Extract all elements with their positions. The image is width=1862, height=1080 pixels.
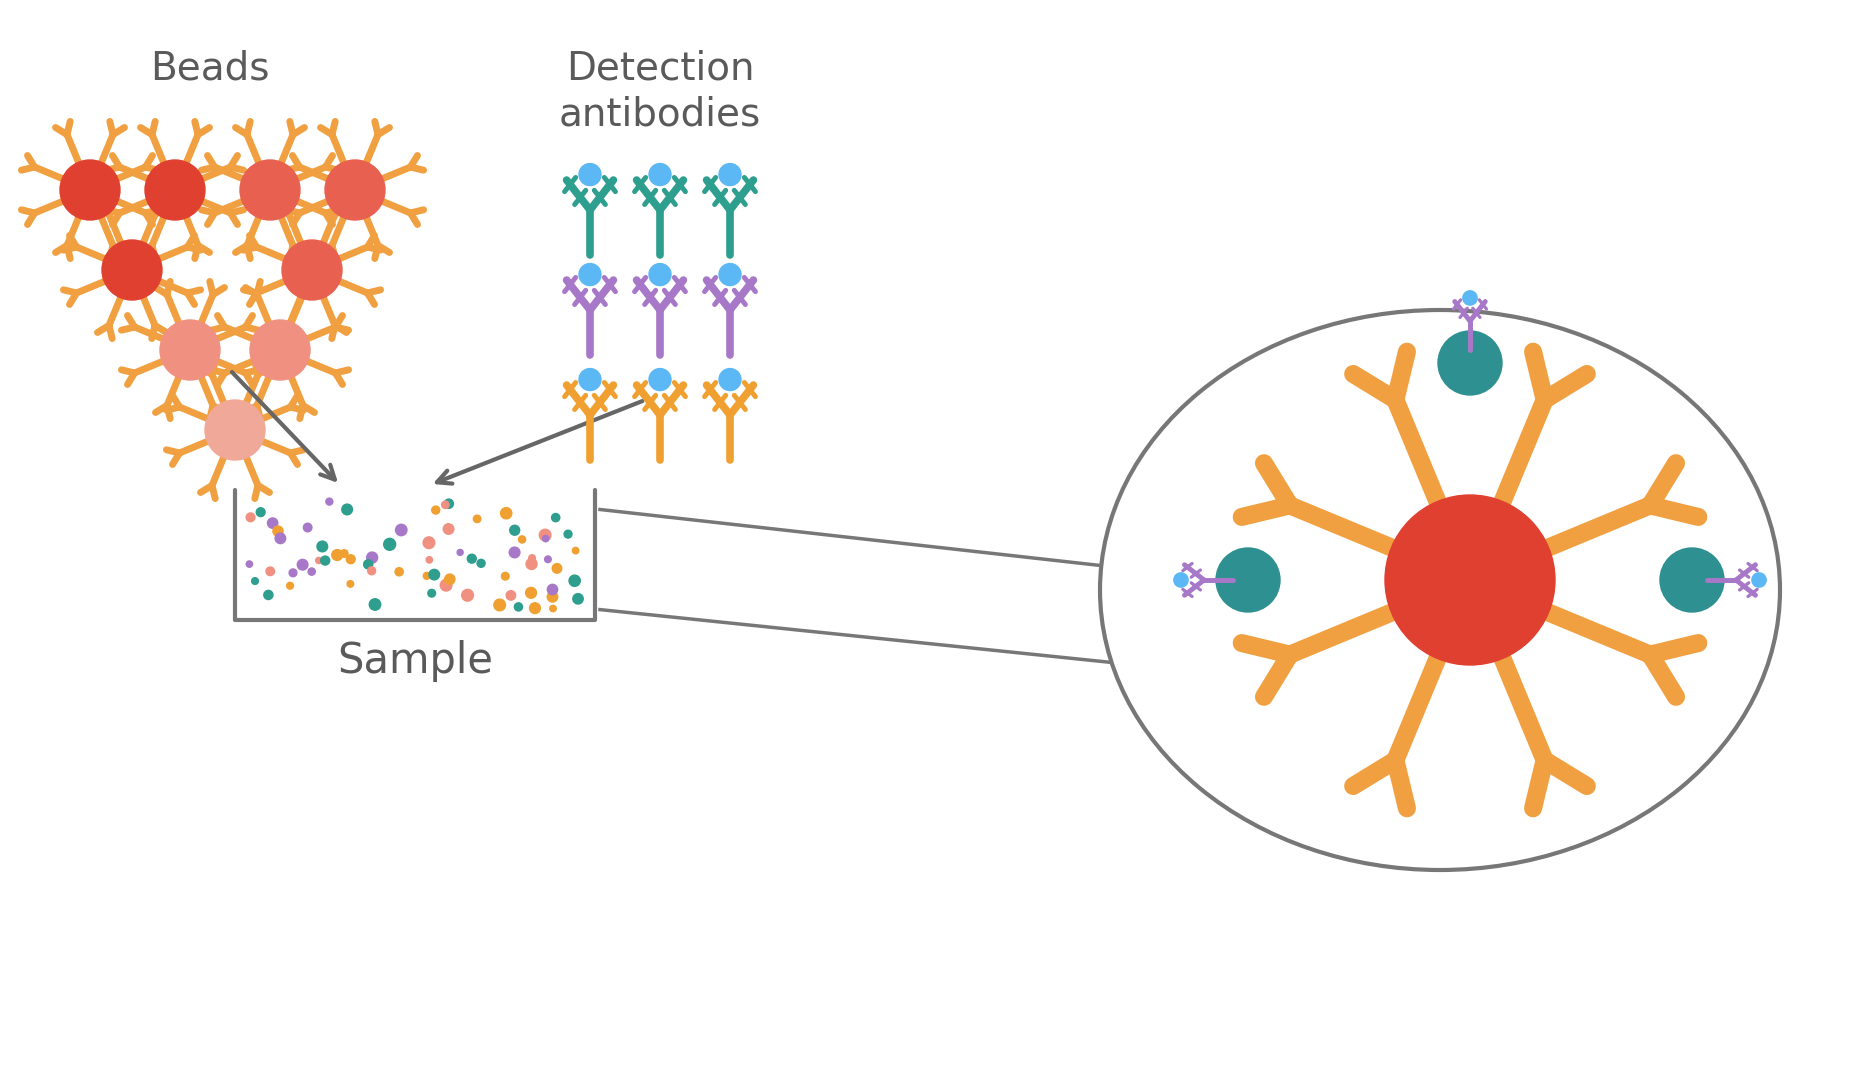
Circle shape (320, 556, 330, 565)
Circle shape (1661, 548, 1724, 612)
Circle shape (289, 569, 296, 577)
Text: Detection
antibodies: Detection antibodies (559, 50, 762, 134)
Circle shape (501, 572, 508, 580)
Circle shape (650, 368, 670, 391)
Circle shape (573, 594, 583, 604)
Circle shape (160, 320, 220, 380)
Circle shape (514, 603, 523, 611)
Circle shape (493, 599, 505, 611)
Circle shape (395, 568, 404, 576)
Circle shape (529, 603, 540, 613)
Circle shape (287, 582, 294, 589)
Circle shape (553, 564, 562, 573)
Circle shape (363, 559, 372, 569)
Circle shape (246, 513, 255, 522)
Circle shape (501, 508, 512, 518)
Circle shape (477, 559, 486, 567)
Text: Beads: Beads (151, 50, 270, 87)
Circle shape (572, 548, 579, 554)
Circle shape (423, 537, 434, 549)
Circle shape (307, 568, 315, 576)
Circle shape (326, 160, 385, 220)
Circle shape (367, 552, 378, 563)
Circle shape (529, 555, 536, 562)
Circle shape (60, 160, 119, 220)
Circle shape (547, 592, 559, 602)
Circle shape (298, 559, 307, 570)
Circle shape (579, 368, 601, 391)
Circle shape (304, 523, 313, 531)
Circle shape (317, 557, 322, 564)
Circle shape (384, 538, 395, 551)
Circle shape (467, 554, 477, 563)
Circle shape (266, 567, 274, 576)
Circle shape (1216, 548, 1279, 612)
Circle shape (547, 584, 557, 595)
Circle shape (542, 536, 549, 542)
Circle shape (458, 550, 464, 555)
Circle shape (443, 524, 454, 535)
Circle shape (240, 160, 300, 220)
Circle shape (369, 598, 380, 610)
Circle shape (274, 526, 283, 536)
Circle shape (432, 507, 439, 514)
Circle shape (1437, 330, 1503, 395)
Circle shape (326, 498, 333, 505)
Text: Sample: Sample (337, 640, 493, 681)
Circle shape (579, 163, 601, 186)
Circle shape (268, 518, 277, 528)
Circle shape (570, 576, 581, 586)
Circle shape (343, 504, 352, 515)
Circle shape (650, 163, 670, 186)
Ellipse shape (1100, 310, 1780, 870)
Circle shape (508, 548, 519, 557)
Circle shape (426, 556, 432, 563)
Circle shape (102, 240, 162, 300)
Circle shape (346, 581, 354, 588)
Circle shape (281, 240, 343, 300)
Circle shape (579, 264, 601, 285)
Circle shape (428, 569, 439, 580)
Circle shape (264, 591, 274, 599)
Circle shape (246, 561, 253, 567)
Circle shape (650, 264, 670, 285)
Circle shape (331, 550, 343, 561)
Circle shape (346, 555, 356, 564)
Circle shape (462, 590, 473, 602)
Circle shape (1752, 572, 1767, 588)
Circle shape (525, 588, 536, 598)
Circle shape (544, 556, 551, 563)
Circle shape (441, 501, 449, 509)
Circle shape (428, 590, 436, 597)
Circle shape (719, 368, 741, 391)
Circle shape (527, 558, 536, 569)
Circle shape (1385, 495, 1555, 665)
Circle shape (423, 572, 430, 579)
Circle shape (317, 541, 328, 552)
Circle shape (518, 536, 525, 543)
Circle shape (719, 264, 741, 285)
Circle shape (439, 579, 452, 591)
Circle shape (145, 160, 205, 220)
Circle shape (250, 320, 309, 380)
Circle shape (276, 534, 285, 543)
Circle shape (549, 605, 557, 611)
Circle shape (205, 400, 264, 460)
Circle shape (1464, 291, 1477, 306)
Circle shape (540, 529, 551, 541)
Circle shape (395, 524, 408, 536)
Circle shape (341, 550, 348, 557)
Circle shape (445, 499, 454, 509)
Circle shape (257, 508, 264, 516)
Circle shape (510, 525, 519, 536)
Circle shape (719, 163, 741, 186)
Circle shape (506, 591, 516, 600)
Circle shape (251, 578, 259, 584)
Circle shape (473, 515, 480, 523)
Circle shape (367, 567, 376, 575)
Circle shape (1173, 572, 1188, 588)
Circle shape (445, 575, 454, 584)
Circle shape (564, 530, 572, 538)
Circle shape (551, 513, 560, 522)
